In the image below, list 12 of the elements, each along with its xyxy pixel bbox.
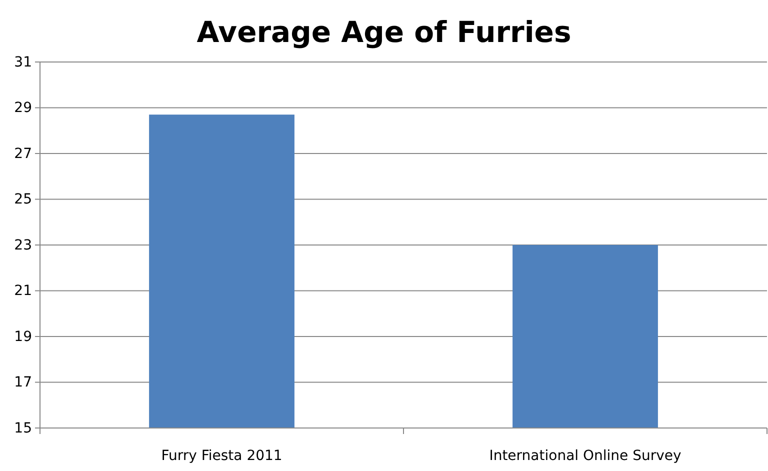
y-tick-label: 23 xyxy=(14,237,32,254)
x-tick-label: International Online Survey xyxy=(489,448,682,464)
y-tick-label: 19 xyxy=(14,328,32,345)
x-tick-label: Furry Fiesta 2011 xyxy=(161,448,282,464)
y-tick-label: 27 xyxy=(14,146,32,162)
y-tick-label: 17 xyxy=(14,374,32,391)
chart-title: Average Age of Furries xyxy=(196,15,572,49)
y-tick-label: 31 xyxy=(14,54,32,70)
y-tick-label: 21 xyxy=(14,283,32,300)
y-tick-label: 15 xyxy=(14,420,32,436)
y-tick-label: 29 xyxy=(14,100,32,116)
y-tick-label: 25 xyxy=(14,192,32,208)
